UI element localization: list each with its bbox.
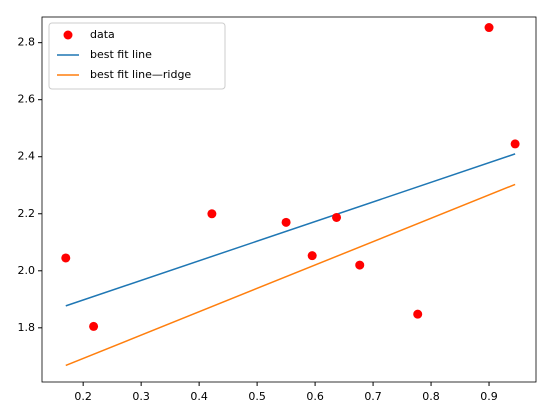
data-point bbox=[207, 209, 217, 219]
data-point bbox=[332, 212, 342, 222]
legend-box bbox=[48, 22, 226, 90]
data-point bbox=[484, 23, 494, 33]
fit-line bbox=[65, 153, 516, 307]
x-tick-label: 0.8 bbox=[422, 390, 440, 403]
x-tick-label: 0.5 bbox=[248, 390, 266, 403]
y-tick-label: 2.0 bbox=[18, 264, 36, 277]
y-tick-label: 2.2 bbox=[18, 207, 36, 220]
data-point bbox=[413, 309, 423, 319]
data-point bbox=[355, 260, 365, 270]
data-point bbox=[61, 253, 71, 263]
y-tick-label: 2.4 bbox=[18, 150, 36, 163]
data-point bbox=[307, 251, 317, 261]
y-tick-label: 1.8 bbox=[18, 321, 36, 334]
axes-frame bbox=[41, 16, 537, 383]
x-tick-label: 0.6 bbox=[306, 390, 324, 403]
legend-label: best fit line bbox=[90, 48, 152, 61]
data-point bbox=[281, 217, 291, 227]
fit-line bbox=[65, 183, 516, 367]
y-tick-label: 2.6 bbox=[18, 93, 36, 106]
x-tick-label: 0.2 bbox=[74, 390, 92, 403]
x-tick-label: 0.7 bbox=[364, 390, 382, 403]
legend-label: data bbox=[90, 28, 115, 41]
data-point bbox=[510, 139, 520, 149]
x-tick-label: 0.4 bbox=[190, 390, 208, 403]
legend-label: best fit line—ridge bbox=[90, 68, 191, 81]
x-tick-label: 0.3 bbox=[132, 390, 150, 403]
x-tick-label: 0.9 bbox=[480, 390, 498, 403]
data-point bbox=[89, 321, 99, 331]
legend-marker bbox=[63, 30, 73, 40]
y-tick-label: 2.8 bbox=[18, 36, 36, 49]
